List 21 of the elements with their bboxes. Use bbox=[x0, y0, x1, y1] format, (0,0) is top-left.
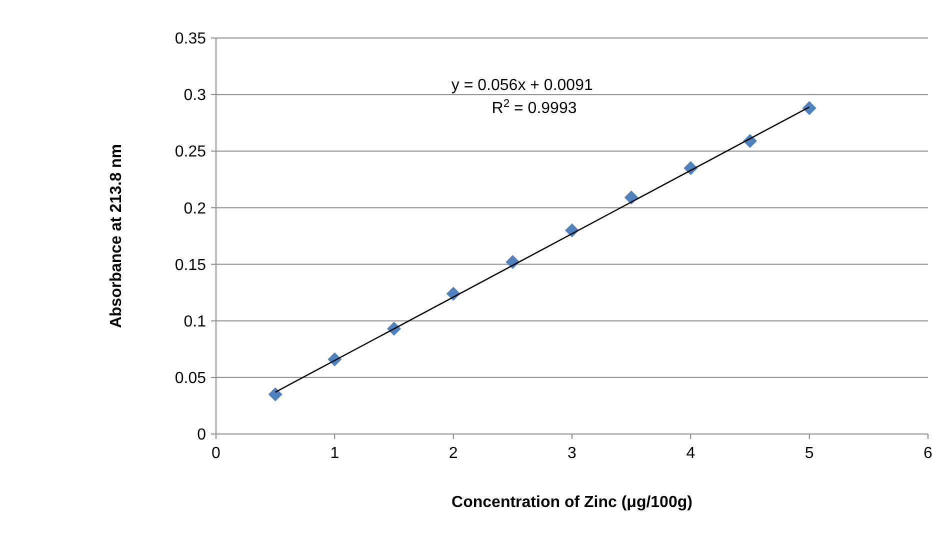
point bbox=[802, 101, 816, 116]
y-tick-label: 0.2 bbox=[184, 200, 206, 218]
y-tick-label: 0.15 bbox=[174, 256, 206, 274]
y-tick-label: 0.25 bbox=[174, 144, 206, 161]
x-tick-label: 4 bbox=[686, 445, 696, 462]
annotation: y = 0.056x + 0.0091 bbox=[451, 77, 593, 94]
y-tick-label: 0.3 bbox=[184, 87, 206, 104]
x-tick-label: 5 bbox=[804, 445, 814, 462]
y-tick-label: 0 bbox=[197, 426, 206, 444]
y-tick-label: 0.35 bbox=[174, 30, 206, 48]
y-axis-title: Absorbance at 213.8 nm bbox=[108, 144, 125, 328]
x-tick-label: 1 bbox=[330, 445, 340, 462]
x-axis-title: Concentration of Zinc (μg/100g) bbox=[452, 494, 692, 511]
y-tick-label: 0.1 bbox=[184, 313, 206, 330]
x-tick-label: 2 bbox=[448, 445, 458, 462]
annotation: R$^{2}$ = 0.9993 bbox=[492, 98, 577, 117]
point bbox=[268, 387, 282, 402]
y-tick-label: 0.05 bbox=[174, 370, 206, 388]
x-tick-label: 3 bbox=[568, 445, 577, 462]
x-tick-label: 0 bbox=[212, 445, 221, 462]
x-tick-label: 6 bbox=[924, 445, 933, 462]
